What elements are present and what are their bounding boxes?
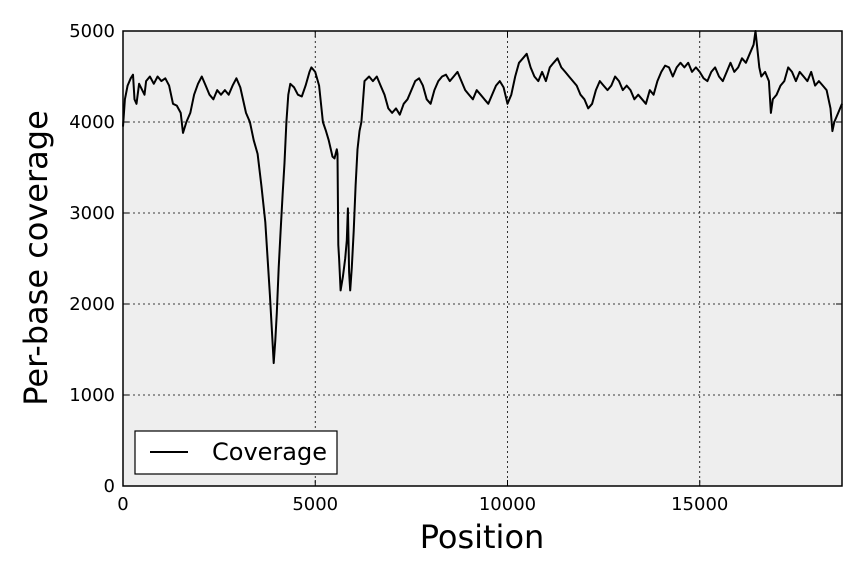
x-tick-label: 15000 (671, 494, 728, 515)
x-axis-ticks: 0 5000 10000 15000 (117, 31, 728, 515)
x-tick-label: 0 (117, 494, 128, 515)
grid-lines (123, 31, 842, 486)
plot-background (123, 31, 842, 486)
y-tick-label: 1000 (69, 385, 115, 406)
y-axis-ticks: 0 1000 2000 3000 4000 5000 (69, 21, 842, 497)
y-axis-title: Per-base coverage (17, 110, 55, 406)
x-tick-label: 10000 (479, 494, 536, 515)
plot-frame (122, 30, 843, 487)
y-tick-label: 5000 (69, 21, 115, 42)
y-tick-label: 0 (104, 476, 115, 497)
legend-label: Coverage (212, 438, 327, 466)
legend: Coverage (134, 430, 338, 475)
y-tick-label: 4000 (69, 112, 115, 133)
x-tick-label: 5000 (292, 494, 338, 515)
coverage-line (122, 30, 843, 365)
y-tick-label: 3000 (69, 203, 115, 224)
x-axis-title: Position (420, 518, 545, 556)
y-tick-label: 2000 (69, 294, 115, 315)
